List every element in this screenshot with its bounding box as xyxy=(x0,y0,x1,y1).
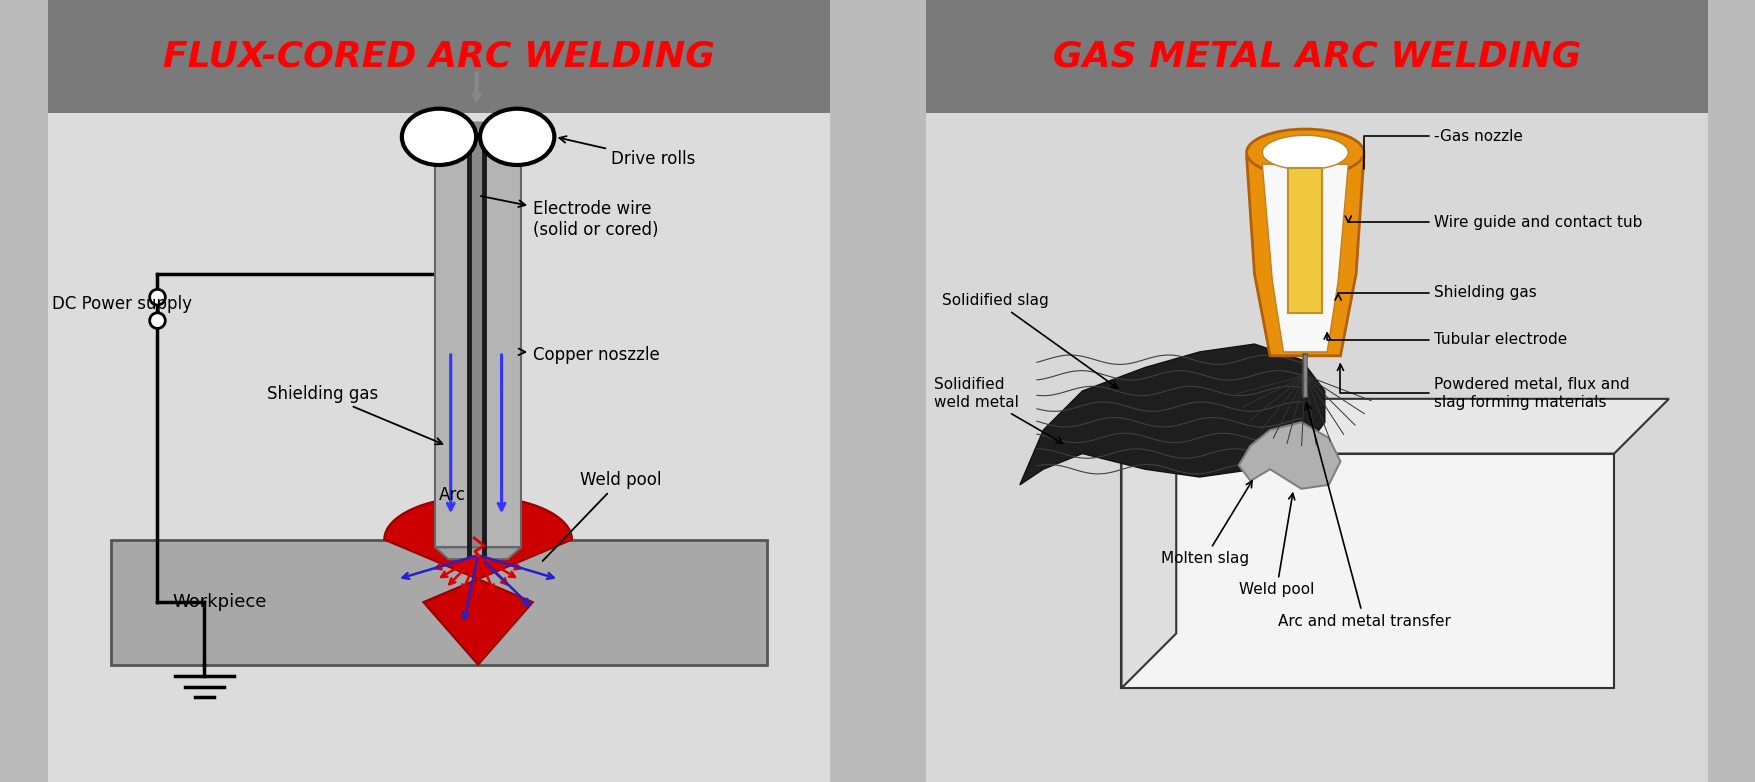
Circle shape xyxy=(149,313,165,328)
Polygon shape xyxy=(1246,156,1364,356)
FancyBboxPatch shape xyxy=(925,0,1708,113)
Text: Molten slag: Molten slag xyxy=(1160,481,1251,566)
Text: Arc: Arc xyxy=(439,486,465,504)
Text: Arc and metal transfer: Arc and metal transfer xyxy=(1278,404,1450,629)
Text: Drive rolls: Drive rolls xyxy=(560,136,695,168)
Text: Powdered metal, flux and
slag forming materials: Powdered metal, flux and slag forming ma… xyxy=(1337,364,1629,410)
Polygon shape xyxy=(1237,422,1339,489)
Text: -Gas nozzle: -Gas nozzle xyxy=(1364,129,1522,169)
Polygon shape xyxy=(1020,344,1323,485)
FancyBboxPatch shape xyxy=(435,125,521,547)
Ellipse shape xyxy=(1262,135,1348,170)
Text: GAS METAL ARC WELDING: GAS METAL ARC WELDING xyxy=(1053,39,1580,74)
Text: Weld pool: Weld pool xyxy=(1237,493,1313,597)
Polygon shape xyxy=(1288,168,1322,313)
Polygon shape xyxy=(435,547,521,559)
Text: Solidified slag: Solidified slag xyxy=(941,293,1118,389)
Text: Workpiece: Workpiece xyxy=(172,593,267,612)
Text: Copper noszzle: Copper noszzle xyxy=(518,346,660,364)
Text: DC Power supply: DC Power supply xyxy=(53,295,191,313)
Text: Weld pool: Weld pool xyxy=(542,471,662,561)
FancyBboxPatch shape xyxy=(111,540,767,665)
Polygon shape xyxy=(1121,454,1613,688)
FancyBboxPatch shape xyxy=(925,113,1708,782)
Polygon shape xyxy=(1262,164,1348,352)
Text: Tubular electrode: Tubular electrode xyxy=(1323,332,1567,347)
Polygon shape xyxy=(1121,399,1667,454)
Ellipse shape xyxy=(1246,129,1364,176)
Ellipse shape xyxy=(479,109,555,165)
Text: Shielding gas: Shielding gas xyxy=(1334,285,1536,300)
Polygon shape xyxy=(384,497,572,665)
Text: Electrode wire
(solid or cored): Electrode wire (solid or cored) xyxy=(481,196,658,239)
Text: Shielding gas: Shielding gas xyxy=(267,385,442,444)
Text: Wire guide and contact tub: Wire guide and contact tub xyxy=(1344,215,1641,230)
FancyBboxPatch shape xyxy=(47,113,830,782)
Polygon shape xyxy=(1121,399,1176,688)
Text: FLUX-CORED ARC WELDING: FLUX-CORED ARC WELDING xyxy=(163,39,714,74)
Text: Solidified
weld metal: Solidified weld metal xyxy=(934,377,1062,443)
Circle shape xyxy=(149,289,165,305)
FancyBboxPatch shape xyxy=(47,0,830,113)
Ellipse shape xyxy=(402,109,476,165)
